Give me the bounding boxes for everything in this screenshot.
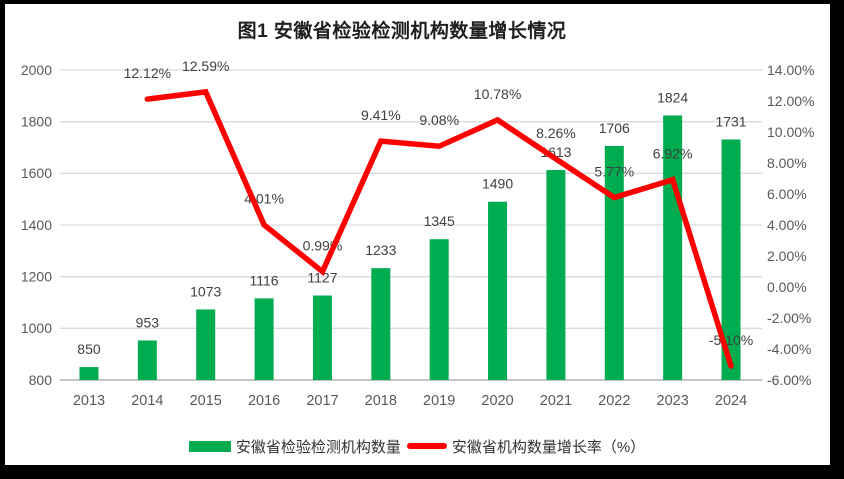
bar [196,309,216,380]
bar [371,268,391,380]
y-axis-left-tick-label: 1000 [21,320,52,336]
bar-value-label: 1824 [657,89,688,105]
y-axis-right-tick-label: 6.00% [767,186,807,202]
line-point-label: 12.59% [182,58,229,74]
bar-series-label: 安徽省检验检测机构数量 [235,438,401,456]
x-axis-label: 2022 [598,393,630,409]
y-axis-right-tick-label: 8.00% [767,155,807,171]
y-axis-right-tick-label: -6.00% [767,372,811,388]
line-point-label: 8.26% [536,125,576,141]
bar-value-label: 1731 [715,113,746,129]
x-axis-label: 2020 [481,393,513,409]
line-series-label: 安徽省机构数量增长率（%） [451,438,646,456]
x-axis-label: 2019 [423,393,455,409]
line-series-swatch-icon [406,443,447,449]
y-axis-right-tick-label: 10.00% [767,124,814,140]
bar [604,145,624,380]
bar-value-label: 1233 [365,242,396,258]
bar-value-label: 850 [77,341,101,357]
legend-item-bar-series: 安徽省检验检测机构数量 [188,436,401,457]
chart-title: 图1 安徽省检验检测机构数量增长情况 [237,21,567,42]
x-axis-label: 2021 [540,393,572,409]
y-axis-left-tick-label: 1400 [21,217,52,233]
line-point-label: 9.41% [361,107,401,123]
line-point-label: -5.10% [709,332,753,348]
x-axis-label: 2014 [131,393,163,409]
y-axis-right-tick-label: 2.00% [767,248,807,264]
bar-value-label: 1116 [250,272,279,288]
y-axis-left-tick-label: 2000 [21,62,52,78]
bar [79,367,99,380]
x-axis-label: 2013 [73,393,105,409]
y-axis-left-tick-label: 1600 [21,165,52,181]
x-axis-label: 2016 [248,393,280,409]
bar-value-label: 1073 [190,283,221,299]
x-axis-label: 2024 [715,393,747,409]
line-point-label: 5.77% [594,163,634,179]
x-axis-label: 2017 [306,393,338,409]
y-axis-right-tick-label: 0.00% [767,279,807,295]
growth-rate-line [144,88,734,369]
bar [429,239,449,380]
line-point-label: 9.08% [419,112,459,128]
x-axis-label: 2023 [657,393,689,409]
legend-item-line-series: 安徽省机构数量增长率（%） [406,436,646,457]
bar-value-label: 1706 [599,120,630,136]
bar [137,340,157,380]
y-axis-right-tick-label: 14.00% [767,62,814,78]
bar-value-label: 1127 [307,269,337,285]
y-axis-left-tick-label: 1800 [21,114,52,130]
x-axis-label: 2015 [190,393,222,409]
line-point-label: 6.92% [653,146,693,162]
y-axis-left-tick-label: 800 [29,372,53,388]
bar [488,201,508,380]
y-axis-right-tick-label: 4.00% [767,217,807,233]
bar [254,298,274,380]
bar-value-label: 1490 [482,176,513,192]
y-axis-left-tick-label: 1200 [21,269,52,285]
bar-value-label: 953 [136,314,160,330]
x-axis-label: 2018 [365,393,397,409]
bar-series-swatch-icon [188,440,231,452]
y-axis-right-tick-label: -4.00% [767,341,811,357]
bar [721,139,741,380]
legend: 安徽省检验检测机构数量 安徽省机构数量增长率（%） [5,436,829,456]
line-point-label: 12.12% [124,65,171,81]
bar-value-label: 1345 [424,213,455,229]
bar [312,295,332,380]
y-axis-right-tick-label: -2.00% [767,310,811,326]
bar [546,169,566,380]
y-axis-right-tick-label: 12.00% [767,93,814,109]
line-point-label: 10.78% [474,86,521,102]
